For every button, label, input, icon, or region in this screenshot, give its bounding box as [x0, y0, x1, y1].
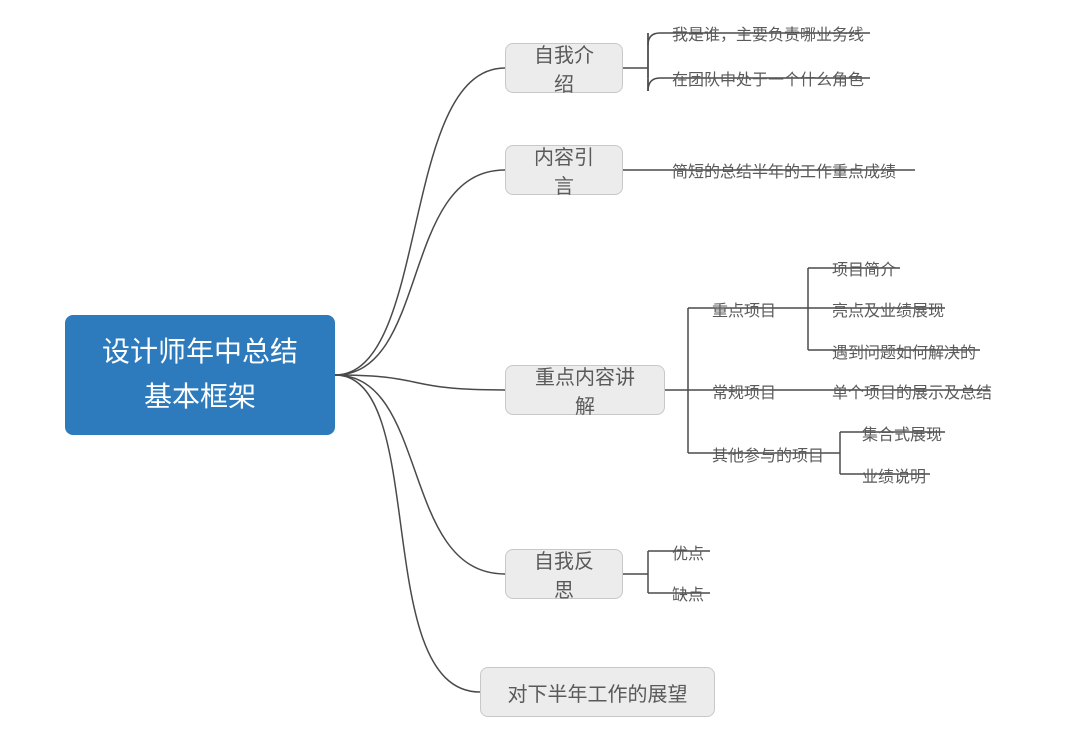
leaf-reflect-0: 优点 [672, 540, 704, 564]
branch-focus: 重点内容讲解 [505, 365, 665, 415]
root-label-line1: 设计师年中总结 [102, 330, 298, 375]
sub-focus-0: 重点项目 [712, 297, 776, 321]
leaf-reflect-1: 缺点 [672, 581, 704, 605]
branch-reflect-label: 自我反思 [528, 545, 600, 603]
leaf-focus-2-1: 业绩说明 [862, 463, 926, 487]
leaf-focus-1-0: 单个项目的展示及总结 [832, 379, 992, 403]
root-node: 设计师年中总结 基本框架 [65, 315, 335, 435]
branch-intro: 自我介绍 [505, 43, 623, 93]
root-label-line2: 基本框架 [102, 375, 298, 420]
leaf-focus-0-0: 项目简介 [832, 256, 896, 280]
leaf-intro-1: 在团队中处于一个什么角色 [672, 66, 864, 90]
branch-outlook: 对下半年工作的展望 [480, 667, 715, 717]
branch-preface: 内容引言 [505, 145, 623, 195]
branch-focus-label: 重点内容讲解 [528, 361, 642, 419]
branch-intro-label: 自我介绍 [528, 39, 600, 97]
leaf-focus-2-0: 集合式展现 [862, 421, 942, 445]
sub-focus-2: 其他参与的项目 [712, 442, 824, 466]
leaf-intro-0: 我是谁，主要负责哪业务线 [672, 21, 864, 45]
branch-outlook-label: 对下半年工作的展望 [508, 678, 688, 707]
leaf-preface-0: 简短的总结半年的工作重点成绩 [672, 158, 896, 182]
sub-focus-1: 常规项目 [712, 379, 776, 403]
leaf-focus-0-2: 遇到问题如何解决的 [832, 339, 976, 363]
leaf-focus-0-1: 亮点及业绩展现 [832, 297, 944, 321]
branch-reflect: 自我反思 [505, 549, 623, 599]
branch-preface-label: 内容引言 [528, 141, 600, 199]
